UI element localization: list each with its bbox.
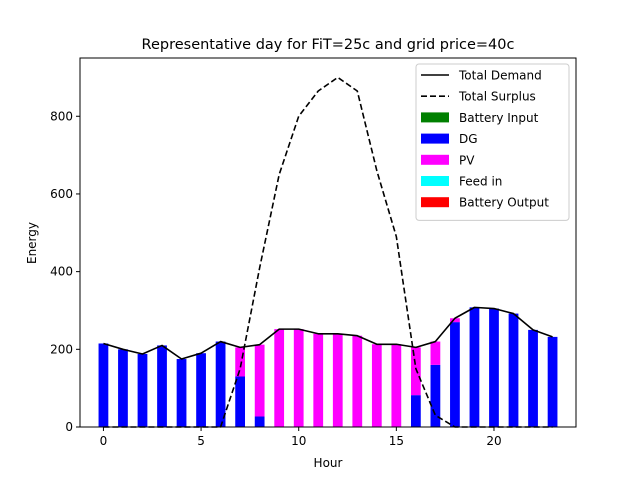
legend-label-feed-in: Feed in <box>459 175 502 189</box>
x-axis-ticks: 0 5 10 15 20 <box>100 427 502 448</box>
bar-dg-h4 <box>176 359 187 427</box>
y-axis-label: Energy <box>25 222 39 264</box>
legend-swatch-pv <box>421 154 449 165</box>
bar-pv-h11 <box>313 333 324 427</box>
legend-swatch-battery-output <box>421 197 449 208</box>
x-tick-label-10: 10 <box>291 434 306 448</box>
y-tick-label-800: 800 <box>50 109 73 123</box>
bar-dg-h6 <box>215 341 226 427</box>
bar-pv-h7 <box>235 347 246 377</box>
bar-dg-h5 <box>196 353 206 427</box>
bar-pv-h17 <box>430 341 441 365</box>
legend-label-battery-output: Battery Output <box>459 196 549 210</box>
bar-pv-h12 <box>332 333 343 427</box>
bar-dg-h8 <box>254 416 265 427</box>
y-tick-label-200: 200 <box>50 342 73 356</box>
legend: Total Demand Total Surplus Battery Input DG… <box>415 63 570 221</box>
bar-dg-h16 <box>410 395 421 427</box>
x-tick-label-20: 20 <box>486 434 501 448</box>
bar-dg-h23 <box>547 336 558 427</box>
bar-dg-h0 <box>98 343 109 427</box>
bar-dg-h1 <box>118 349 128 427</box>
bar-pv-h14 <box>371 344 382 427</box>
bar-dg-h19 <box>469 307 480 427</box>
legend-swatch-battery-input <box>421 112 449 123</box>
legend-box <box>415 63 570 221</box>
legend-label-dg: DG <box>459 132 478 146</box>
bars-layer <box>98 307 558 427</box>
bar-dg-h22 <box>528 329 538 427</box>
bar-dg-h7 <box>235 376 246 427</box>
y-tick-label-0: 0 <box>65 420 73 434</box>
legend-label-pv: PV <box>459 153 475 167</box>
bar-pv-h16 <box>410 347 421 396</box>
bar-pv-h18 <box>450 318 460 323</box>
x-tick-label-5: 5 <box>197 434 205 448</box>
bar-dg-h3 <box>157 345 167 427</box>
plot-frame <box>79 57 577 428</box>
y-axis-ticks: 0 200 400 600 800 <box>50 109 80 434</box>
line-total-demand <box>103 306 553 360</box>
legend-label-total-demand: Total Demand <box>458 69 542 83</box>
bar-dg-h18 <box>450 322 460 427</box>
legend-label-battery-input: Battery Input <box>459 111 539 125</box>
chart-title: Representative day for FiT=25c and grid … <box>142 37 515 53</box>
legend-label-total-surplus: Total Surplus <box>458 90 536 104</box>
bar-pv-h10 <box>293 329 304 427</box>
legend-swatch-dg <box>421 133 449 144</box>
bar-dg-h2 <box>137 353 148 427</box>
bar-pv-h8 <box>254 344 265 417</box>
y-tick-label-400: 400 <box>50 265 73 279</box>
bar-dg-h20 <box>489 308 499 427</box>
bar-dg-h17 <box>430 364 441 427</box>
x-tick-label-0: 0 <box>100 434 108 448</box>
y-tick-label-600: 600 <box>50 187 73 201</box>
bar-pv-h15 <box>391 344 402 427</box>
bar-pv-h9 <box>274 329 285 427</box>
legend-swatch-feed-in <box>421 176 449 186</box>
bar-pv-h13 <box>352 335 363 427</box>
x-tick-label-15: 15 <box>389 434 404 448</box>
bar-dg-h21 <box>508 313 519 427</box>
x-axis-label: Hour <box>314 456 343 470</box>
